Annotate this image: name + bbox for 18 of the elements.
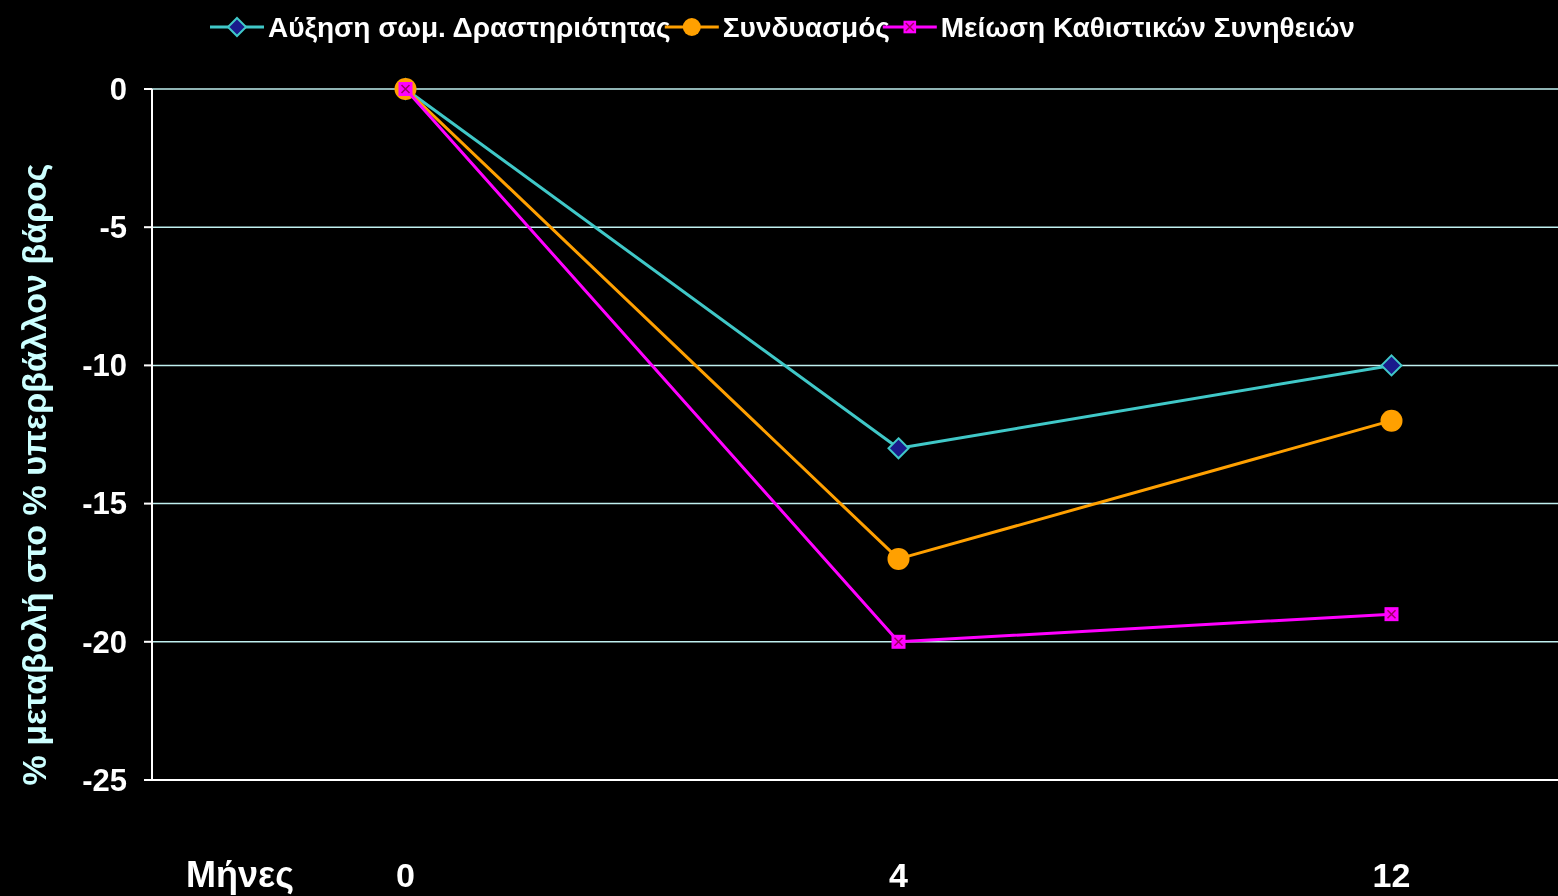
y-tick-label: -20 bbox=[82, 624, 127, 660]
point bbox=[1380, 354, 1403, 377]
x-tick-label: 0 bbox=[396, 856, 415, 894]
y-tick-label: -25 bbox=[82, 762, 127, 798]
legend-label: Μείωση Καθιστικών Συνηθειών bbox=[940, 12, 1355, 43]
y-axis-title: % μεταβολή στο % υπερβάλλον βάρος bbox=[15, 163, 53, 786]
y-tick-label: -5 bbox=[99, 210, 127, 246]
x-axis-title: Μήνες bbox=[186, 854, 294, 895]
y-tick-label: -10 bbox=[82, 348, 127, 384]
y-tick-label: -15 bbox=[82, 486, 127, 522]
point bbox=[1380, 409, 1403, 432]
point bbox=[887, 547, 910, 570]
x-tick-label: 12 bbox=[1372, 856, 1411, 894]
y-tick-label: 0 bbox=[109, 71, 127, 107]
point bbox=[887, 437, 910, 460]
legend-label: Συνδυασμός bbox=[722, 12, 890, 43]
x-tick-label: 4 bbox=[889, 856, 909, 894]
legend-label: Αύξηση σωμ. Δραστηριότητας bbox=[268, 12, 671, 43]
